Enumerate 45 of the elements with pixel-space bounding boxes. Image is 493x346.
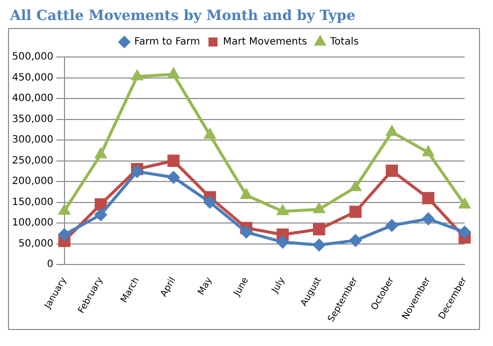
point <box>422 212 434 225</box>
legend-label: Mart Movements <box>222 36 308 48</box>
y-tick-label: 100,000 <box>12 218 54 229</box>
point <box>313 239 326 252</box>
point <box>132 70 143 80</box>
legend-label: Totals <box>329 36 359 48</box>
legend-label: Farm to Farm <box>134 36 200 48</box>
point <box>386 220 398 232</box>
point <box>314 203 324 214</box>
point <box>422 146 434 156</box>
point <box>240 226 252 238</box>
y-tick-label: 50,000 <box>18 238 54 250</box>
point <box>386 126 398 136</box>
point <box>94 198 107 210</box>
chart-title: All Cattle Movements by Month and by Type <box>8 8 356 26</box>
y-tick-label: 150,000 <box>12 196 54 208</box>
y-tick-label: 500,000 <box>12 52 54 63</box>
y-tick-label: 350,000 <box>12 114 54 125</box>
point <box>349 206 362 218</box>
point <box>386 164 398 177</box>
point <box>95 148 106 158</box>
point <box>204 129 216 139</box>
point <box>94 208 107 221</box>
point <box>167 154 180 167</box>
y-tick-label: 250,000 <box>12 155 54 166</box>
point <box>240 189 252 199</box>
point <box>350 181 361 192</box>
point <box>459 198 470 209</box>
point <box>458 226 471 238</box>
point <box>276 236 289 248</box>
point <box>168 68 179 78</box>
point <box>349 234 362 246</box>
point <box>58 228 70 241</box>
y-tick-label: 450,000 <box>12 72 54 84</box>
point <box>422 192 434 204</box>
point <box>58 204 70 215</box>
point <box>204 196 216 208</box>
y-tick-label: 200,000 <box>12 176 54 188</box>
y-tick-label: 300,000 <box>12 134 54 146</box>
y-tick-label: 0 <box>46 259 54 270</box>
point <box>312 223 326 236</box>
y-tick-label: 400,000 <box>12 93 54 104</box>
point <box>131 166 144 178</box>
point <box>277 205 288 216</box>
point <box>168 171 180 184</box>
